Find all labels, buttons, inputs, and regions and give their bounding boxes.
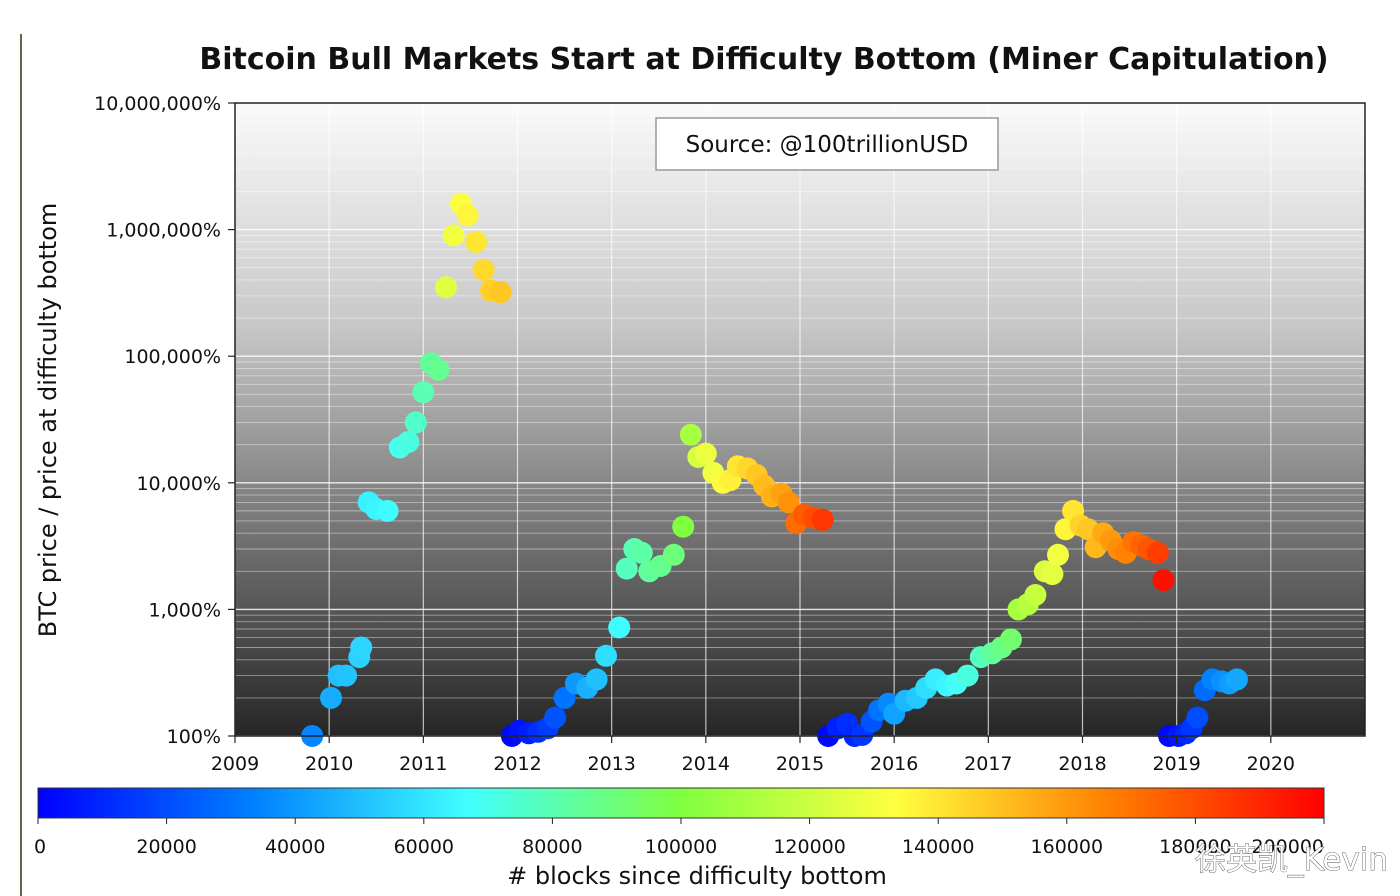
x-axis-ticks: 2009 2010 2011 2012 2013 2014 2015 2016 2017 2018… [211, 736, 1295, 775]
colorbar-tick-label: 160000 [1031, 836, 1104, 858]
data-point [630, 541, 653, 564]
colorbar-tick-label: 20000 [136, 836, 196, 858]
data-point [376, 499, 399, 522]
page-left-border [20, 34, 22, 896]
data-point [427, 358, 450, 381]
data-point [335, 664, 358, 687]
x-tick-label: 2011 [399, 753, 447, 775]
x-tick-label: 2020 [1247, 753, 1295, 775]
data-points [301, 192, 1248, 747]
data-point [777, 491, 800, 514]
data-point [608, 616, 631, 639]
data-point [811, 508, 834, 531]
y-tick-label: 1,000% [149, 599, 221, 621]
data-point [404, 411, 427, 434]
colorbar-tick-label: 100000 [645, 836, 718, 858]
data-point [472, 259, 495, 281]
data-point [956, 664, 979, 687]
data-point [662, 543, 685, 566]
data-point [412, 381, 435, 404]
x-tick-label: 2014 [682, 753, 730, 775]
data-point [544, 706, 567, 729]
y-tick-label: 1,000,000% [106, 220, 221, 242]
y-tick-label: 100% [167, 726, 221, 748]
colorbar-ticks: 0 20000 40000 60000 80000 100000 120000 140000 1… [34, 818, 1325, 858]
data-point [679, 423, 702, 446]
x-tick-label: 2018 [1058, 753, 1106, 775]
colorbar [37, 787, 1325, 819]
colorbar-tick-label: 60000 [394, 836, 454, 858]
data-point [585, 668, 608, 691]
data-point [456, 204, 479, 227]
data-point [489, 281, 512, 304]
data-point [1041, 563, 1064, 586]
data-point [1225, 668, 1248, 691]
plot-grid [234, 102, 1365, 737]
colorbar-tick-label: 120000 [773, 836, 846, 858]
data-point [320, 686, 342, 709]
x-tick-label: 2017 [964, 753, 1012, 775]
data-point [397, 431, 420, 453]
data-point [595, 644, 617, 667]
colorbar-tick-label: 40000 [265, 836, 325, 858]
colorbar-tick-label: 180000 [1159, 836, 1232, 858]
y-axis-ticks: 100% 1,000% 10,000% 100,000% 1,000,000% 10,00… [94, 93, 235, 748]
watermark: 徐英凯_Kevin [1195, 842, 1388, 878]
x-tick-label: 2010 [305, 753, 353, 775]
data-point [434, 276, 457, 299]
data-point [615, 557, 638, 580]
source-annotation: Source: @100trillionUSD [655, 117, 999, 171]
data-point [1146, 541, 1169, 564]
data-point [1152, 569, 1175, 592]
data-point [442, 224, 465, 247]
x-tick-label: 2009 [211, 753, 259, 775]
data-point [672, 515, 695, 538]
x-tick-label: 2012 [493, 753, 541, 775]
data-point [1186, 706, 1209, 729]
colorbar-tick-label: 140000 [902, 836, 975, 858]
data-point [1024, 584, 1047, 606]
x-tick-label: 2019 [1152, 753, 1200, 775]
colorbar-tick-label: 0 [34, 836, 46, 858]
colorbar-label: # blocks since difficulty bottom [507, 862, 887, 890]
y-tick-label: 100,000% [124, 346, 221, 368]
data-point [350, 636, 373, 659]
y-tick-label: 10,000,000% [94, 93, 221, 115]
y-tick-label: 10,000% [136, 473, 221, 495]
chart-title: Bitcoin Bull Markets Start at Difficulty… [199, 42, 1328, 77]
x-tick-label: 2016 [870, 753, 918, 775]
x-tick-label: 2013 [587, 753, 635, 775]
data-point [999, 628, 1022, 651]
x-tick-label: 2015 [776, 753, 824, 775]
data-point [1047, 543, 1069, 566]
colorbar-tick-label: 80000 [522, 836, 582, 858]
data-point [465, 230, 488, 253]
source-box [655, 117, 999, 171]
data-point [694, 442, 717, 465]
colorbar-tick-label: 200000 [1251, 836, 1324, 858]
source-text: Source: @100trillionUSD [686, 132, 969, 158]
y-axis-label: BTC price / price at difficulty bottom [34, 203, 62, 638]
